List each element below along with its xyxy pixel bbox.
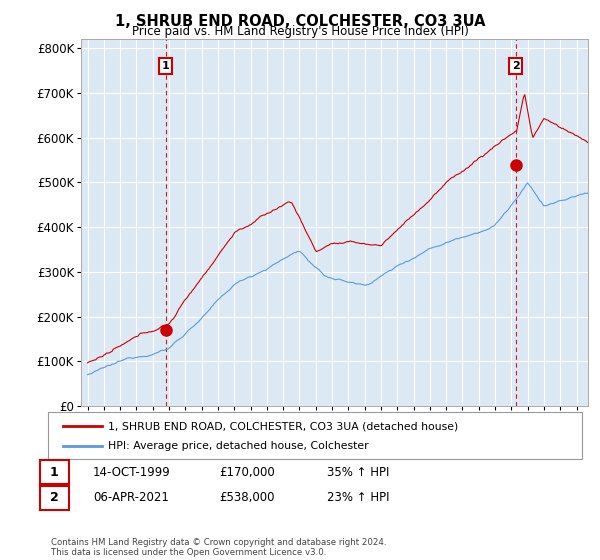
Text: 1, SHRUB END ROAD, COLCHESTER, CO3 3UA: 1, SHRUB END ROAD, COLCHESTER, CO3 3UA <box>115 14 485 29</box>
Text: £170,000: £170,000 <box>219 465 275 479</box>
Text: 06-APR-2021: 06-APR-2021 <box>93 491 169 504</box>
Text: Contains HM Land Registry data © Crown copyright and database right 2024.
This d: Contains HM Land Registry data © Crown c… <box>51 538 386 557</box>
Text: 1: 1 <box>50 465 58 479</box>
Text: 35% ↑ HPI: 35% ↑ HPI <box>327 465 389 479</box>
Text: 23% ↑ HPI: 23% ↑ HPI <box>327 491 389 504</box>
Text: £538,000: £538,000 <box>219 491 275 504</box>
Text: 1: 1 <box>162 61 169 71</box>
Text: Price paid vs. HM Land Registry's House Price Index (HPI): Price paid vs. HM Land Registry's House … <box>131 25 469 38</box>
Text: 1, SHRUB END ROAD, COLCHESTER, CO3 3UA (detached house): 1, SHRUB END ROAD, COLCHESTER, CO3 3UA (… <box>108 421 458 431</box>
Text: 14-OCT-1999: 14-OCT-1999 <box>93 465 171 479</box>
Text: 2: 2 <box>512 61 520 71</box>
Text: 2: 2 <box>50 491 58 504</box>
Text: HPI: Average price, detached house, Colchester: HPI: Average price, detached house, Colc… <box>108 441 368 451</box>
